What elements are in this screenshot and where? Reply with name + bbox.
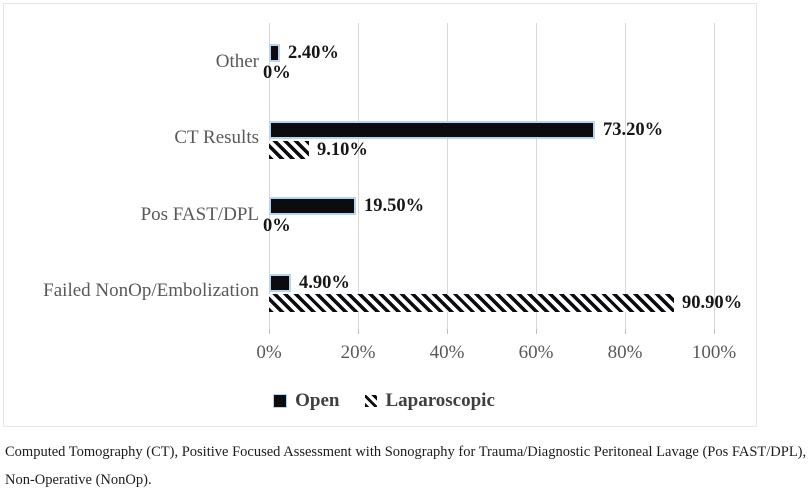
data-label-open: 73.20%: [603, 119, 664, 140]
bar-open: [269, 273, 291, 292]
bar-open: [269, 44, 280, 62]
data-label-open: 2.40%: [288, 43, 339, 63]
bar-open: [269, 197, 356, 215]
data-label-laparoscopic: 0%: [263, 216, 291, 236]
x-axis-tick: [536, 329, 537, 334]
x-axis-tick: [625, 329, 626, 334]
laparoscopic-series-swatch-icon: [365, 395, 378, 407]
data-label-laparoscopic: 9.10%: [317, 139, 368, 160]
bar-laparoscopic: [269, 293, 674, 312]
data-label-laparoscopic: 90.90%: [682, 292, 743, 313]
figure-caption: Computed Tomography (CT), Positive Focus…: [5, 444, 807, 488]
x-tick-label: 40%: [429, 342, 465, 363]
x-tick-label: 0%: [256, 342, 282, 363]
data-label-open: 19.50%: [364, 196, 425, 216]
gridline: [714, 23, 715, 329]
category-label: Other: [215, 50, 259, 72]
x-tick-label: 80%: [607, 342, 643, 363]
x-axis-tick: [447, 329, 448, 334]
legend-item-laparoscopic: Laparoscopic: [365, 390, 495, 412]
category-label: CT Results: [174, 127, 259, 149]
legend-item-open: Open: [273, 390, 339, 412]
legend-label-open: Open: [295, 390, 340, 411]
gridline: [358, 23, 359, 329]
gridline: [269, 23, 270, 329]
data-label-open: 4.90%: [299, 272, 350, 293]
x-axis-tick: [269, 329, 270, 334]
x-axis-tick: [714, 329, 715, 334]
bar-laparoscopic: [269, 140, 309, 159]
category-label: Failed NonOp/Embolization: [43, 280, 259, 302]
x-axis-tick: [358, 329, 359, 334]
x-tick-label: 20%: [340, 342, 376, 363]
x-tick-label: 60%: [518, 342, 554, 363]
open-series-swatch-icon: [273, 394, 288, 408]
bar-open: [269, 120, 595, 139]
legend: Open Laparoscopic: [8, 389, 760, 413]
legend-label-laparoscopic: Laparoscopic: [385, 390, 495, 411]
gridline: [447, 23, 448, 329]
x-tick-label: 100%: [691, 342, 737, 363]
data-label-laparoscopic: 0%: [263, 63, 291, 83]
category-label: Pos FAST/DPL: [140, 203, 259, 225]
gridline: [625, 23, 626, 329]
chart-frame: Open Laparoscopic 0% 20% 40% 60% 80% 100% Othe…: [3, 3, 757, 427]
gridline: [536, 23, 537, 329]
